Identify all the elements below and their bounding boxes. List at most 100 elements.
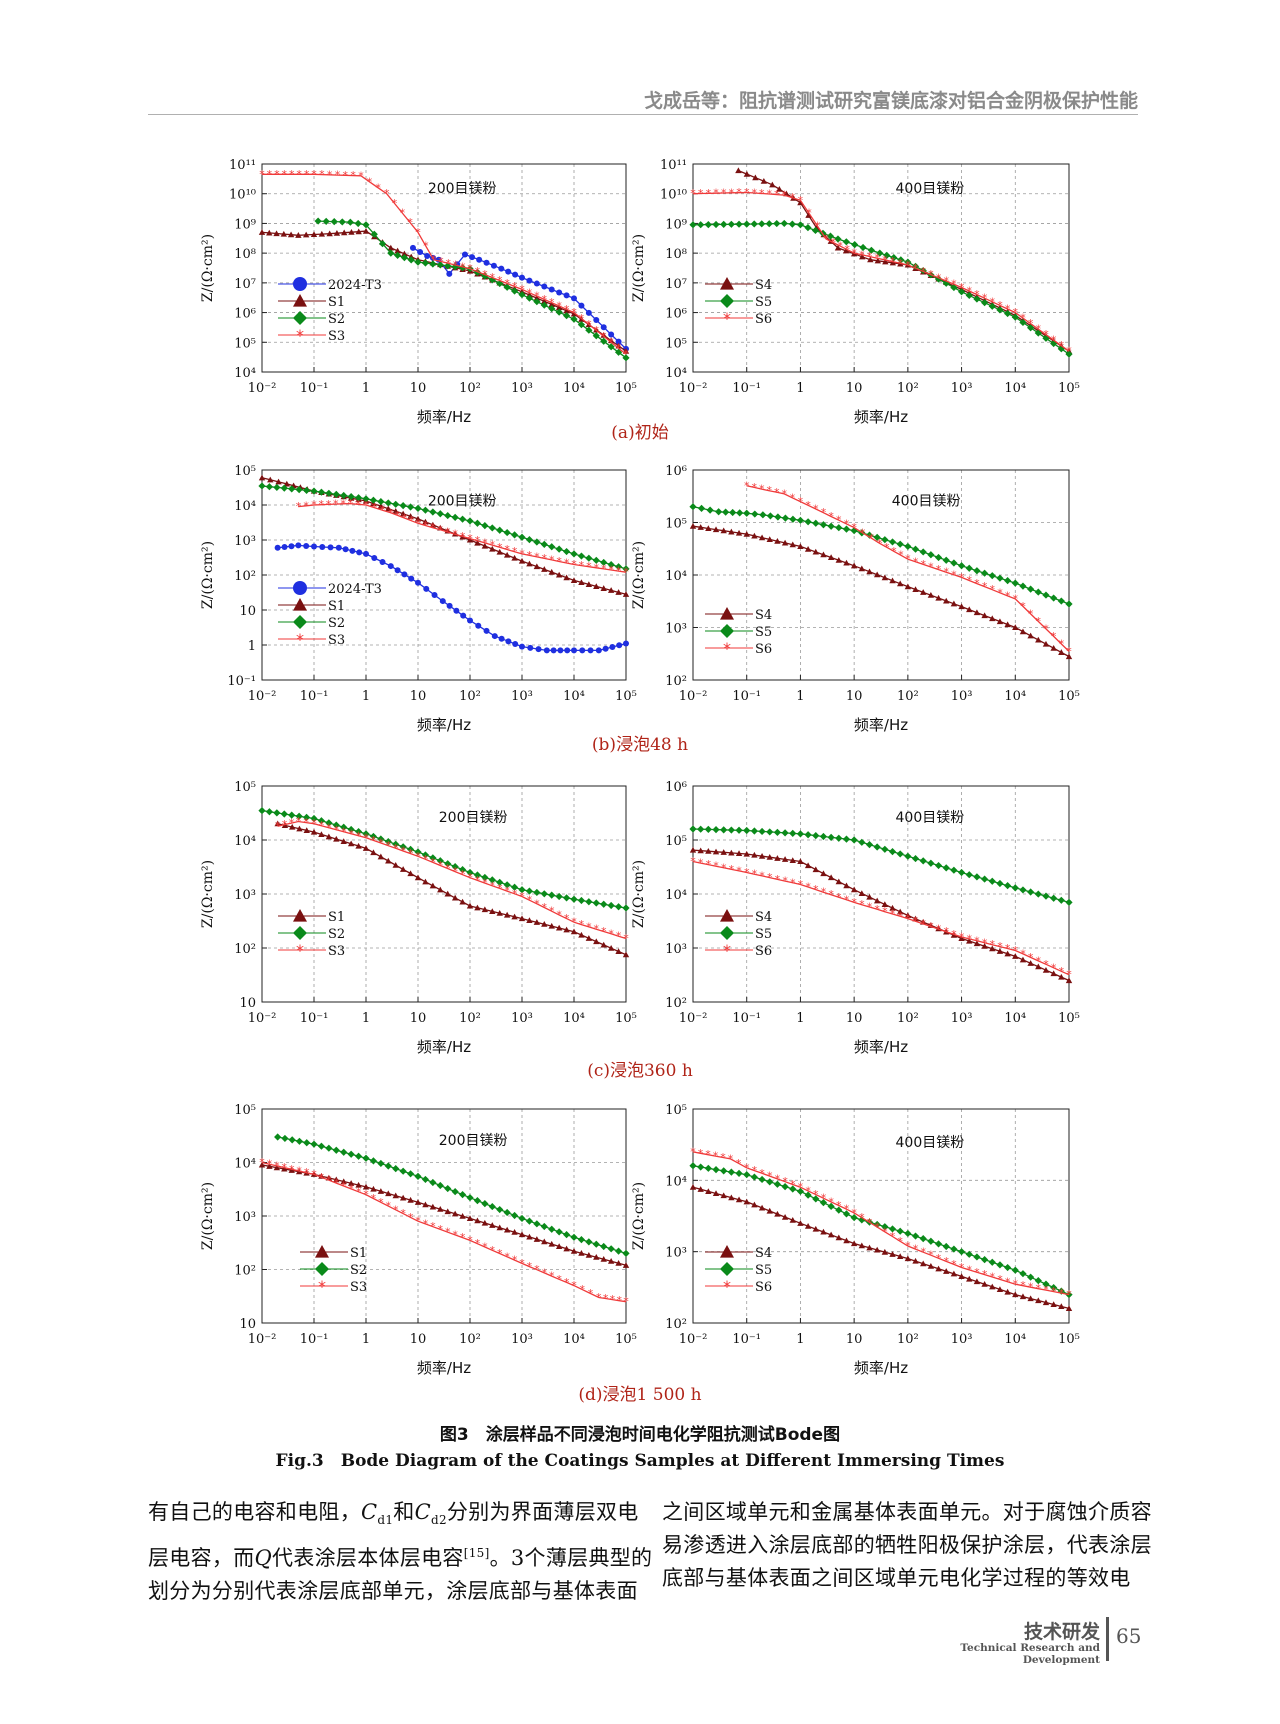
data-point: *: [371, 1192, 377, 1205]
data-point: [258, 1161, 266, 1168]
bode-chart: 10⁻² 10⁻¹ 1 10 10² 10³ 10⁴ 10⁵ 10 10² 10³ 10⁴ 10⁵ 频率/…: [200, 780, 637, 1056]
data-point: [585, 581, 593, 587]
data-point: [980, 875, 989, 883]
data-point: [429, 882, 437, 889]
data-point: [564, 647, 571, 654]
data-point: [858, 838, 866, 846]
data-point: [466, 517, 474, 525]
body-text-left-column: 有自己的电容和电阻，Cd1和Cd2分别为界面薄层双电 层电容，而Q代表涂层本体层电…: [148, 1496, 652, 1608]
data-point: *: [1013, 944, 1019, 957]
data-point: [796, 830, 805, 838]
data-point: [697, 524, 704, 530]
y-tick-label: 10³: [665, 622, 687, 637]
data-point: [727, 826, 735, 834]
data-point: *: [766, 188, 772, 201]
data-point: [720, 909, 734, 922]
data-point: [904, 912, 912, 919]
data-point: [1058, 649, 1065, 655]
data-point: [996, 948, 1004, 954]
data-point: [689, 503, 697, 511]
data-point: [333, 1176, 340, 1183]
data-point: *: [375, 181, 381, 194]
data-point: *: [897, 257, 903, 270]
data-point: *: [348, 1182, 354, 1195]
data-point: [834, 235, 842, 243]
data-point: *: [1051, 334, 1057, 347]
data-point: [570, 1233, 578, 1241]
series-s3: ****************************************…: [259, 168, 629, 361]
data-point: [362, 1183, 370, 1190]
data-point: [293, 581, 307, 595]
data-point: [796, 1187, 805, 1195]
y-tick-label: 10⁵: [665, 834, 687, 849]
data-point: *: [335, 169, 341, 182]
data-point: [518, 1231, 526, 1238]
data-point: [758, 1175, 766, 1184]
data-point: [563, 926, 570, 933]
data-point: [720, 1167, 728, 1175]
data-point: *: [571, 1279, 577, 1292]
data-point: [896, 850, 904, 858]
data-point: [511, 913, 518, 920]
y-tick-label: 10⁵: [234, 1103, 256, 1118]
data-point: [735, 1196, 743, 1203]
data-point: [889, 577, 896, 584]
data-point: *: [815, 220, 821, 233]
data-point: [444, 890, 451, 897]
data-point: [288, 543, 295, 550]
data-point: *: [564, 912, 570, 925]
data-point: *: [1059, 965, 1065, 978]
data-point: *: [571, 916, 577, 929]
data-point: [444, 860, 452, 868]
data-point: [399, 510, 407, 517]
x-tick-label: 10: [846, 381, 863, 396]
y-tick-label: 10⁴: [234, 1157, 256, 1172]
data-point: [496, 548, 503, 555]
data-point: [354, 494, 363, 502]
data-point: [1065, 653, 1073, 660]
data-point: *: [415, 850, 421, 863]
data-point: [355, 1181, 362, 1188]
data-point: *: [728, 1152, 734, 1165]
data-point: *: [504, 1250, 510, 1263]
data-point: *: [774, 486, 780, 499]
data-point: [843, 882, 850, 889]
data-point: [280, 810, 288, 818]
data-point: [555, 1228, 563, 1236]
data-point: [1050, 339, 1058, 348]
data-point: [796, 516, 805, 524]
data-point: *: [608, 927, 614, 940]
data-point: *: [282, 1161, 288, 1174]
data-point: *: [813, 1188, 819, 1201]
data-point: [510, 531, 519, 539]
data-point: [743, 530, 750, 537]
data-point: [804, 1191, 812, 1199]
data-point: [704, 1164, 712, 1172]
data-point: [996, 1286, 1004, 1292]
data-point: [835, 1234, 842, 1241]
data-point: [950, 559, 958, 567]
x-tick-label: 10⁴: [563, 1011, 585, 1026]
data-point: [281, 543, 288, 550]
data-point: [406, 845, 415, 853]
bode-chart: 10⁻² 10⁻¹ 1 10 10² 10³ 10⁴ 10⁵ 10⁴ 10⁵ 10⁶ 10⁷ 10⁸ 10…: [200, 158, 637, 426]
data-point: [563, 307, 570, 314]
data-point: [370, 230, 378, 238]
data-point: [615, 948, 622, 955]
data-point: [820, 870, 827, 877]
data-point: *: [393, 1203, 399, 1216]
data-point: *: [828, 510, 834, 523]
data-point: *: [519, 547, 525, 560]
data-point: *: [759, 483, 765, 496]
data-point: [369, 832, 378, 841]
data-point: [697, 847, 704, 854]
data-point: [439, 598, 446, 605]
data-point: [510, 287, 519, 295]
data-point: [496, 878, 504, 886]
data-point: [555, 892, 563, 901]
data-point: *: [782, 189, 788, 202]
data-point: [466, 868, 474, 877]
data-point: [288, 823, 296, 830]
series-s5: [689, 825, 1073, 906]
data-point: [697, 825, 705, 833]
